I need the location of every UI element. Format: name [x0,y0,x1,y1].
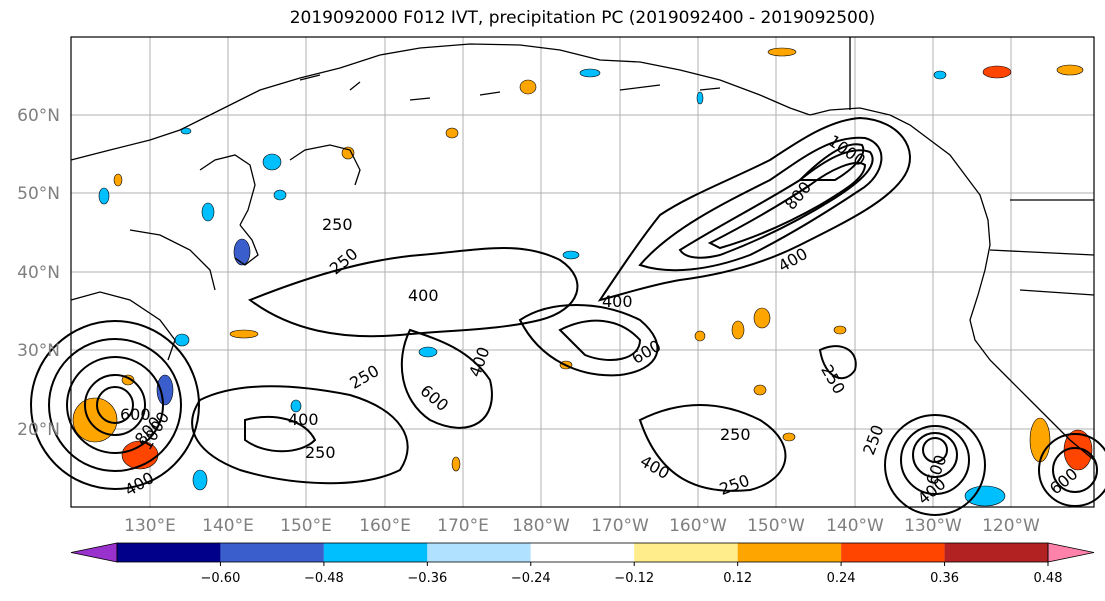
lat-tick-label: 30°N [17,341,60,361]
lat-tick-labels: 60°N 50°N 40°N 30°N 20°N [17,106,60,440]
colorbar-segment [530,543,635,562]
colorbar-tick-label: −0.36 [407,571,447,586]
lat-tick-label: 60°N [17,106,60,126]
lon-tick-label: 140°W [826,516,884,536]
colorbar-tick-label: −0.60 [201,571,241,586]
colorbar-extension-left [70,542,118,563]
contour-label: 400 [408,286,439,305]
colorbar-tick-label: −0.24 [511,571,551,586]
lat-tick-label: 50°N [17,184,60,204]
colorbar-tick-label: −0.12 [614,571,654,586]
contour-label: 250 [305,443,336,462]
colorbar-segment [737,543,842,562]
lon-tick-label: 160°W [669,516,727,536]
map-frame [70,36,1095,508]
lon-tick-label: 130°W [904,516,962,536]
contour-label: 250 [720,425,751,444]
lon-tick-labels: 130°E 140°E 150°E 160°E 170°E 180°W 170°… [124,516,1040,536]
contour-label: 400 [602,292,633,311]
map-title: 2019092000 F012 IVT, precipitation PC (2… [289,8,876,28]
lat-tick-label: 20°N [17,420,60,440]
colorbar-extension-right [1047,542,1095,563]
colorbar-tick-label: −0.48 [304,571,344,586]
colorbar-segment [944,543,1048,562]
lon-tick-label: 150°W [747,516,805,536]
lon-tick-label: 130°E [124,516,176,536]
lon-tick-label: 140°E [202,516,254,536]
lon-tick-label: 160°E [359,516,411,536]
map-panel: 250 250 250 250 250 250 250 250 400 400 … [30,36,1105,516]
colorbar-tick-label: 0.24 [827,571,856,586]
contour-label: 250 [322,215,353,234]
colorbar-tick-label: 0.48 [1034,571,1063,586]
colorbar-segment [323,543,428,562]
lon-tick-label: 170°W [591,516,649,536]
colorbar-tick-label: 0.36 [930,571,959,586]
contour-label: 600 [120,405,151,424]
colorbar: −0.60 −0.48 −0.36 −0.24 −0.12 0.12 0.24 0.36 0.4… [70,542,1095,586]
colorbar-segment [841,543,945,562]
colorbar-segment [117,543,221,562]
colorbar-outline [116,542,1049,563]
colorbar-tick-label: 0.12 [723,571,752,586]
lon-tick-label: 120°W [982,516,1040,536]
lon-tick-label: 150°E [280,516,332,536]
lat-tick-label: 40°N [17,263,60,283]
contour-label: 400 [288,410,319,429]
lon-tick-label: 180°W [512,516,570,536]
ivt-contours [30,116,1105,516]
coastlines [70,37,1095,461]
colorbar-segment [427,543,531,562]
colorbar-segment [220,543,324,562]
colorbar-segment [634,543,738,562]
lon-tick-label: 170°E [437,516,489,536]
